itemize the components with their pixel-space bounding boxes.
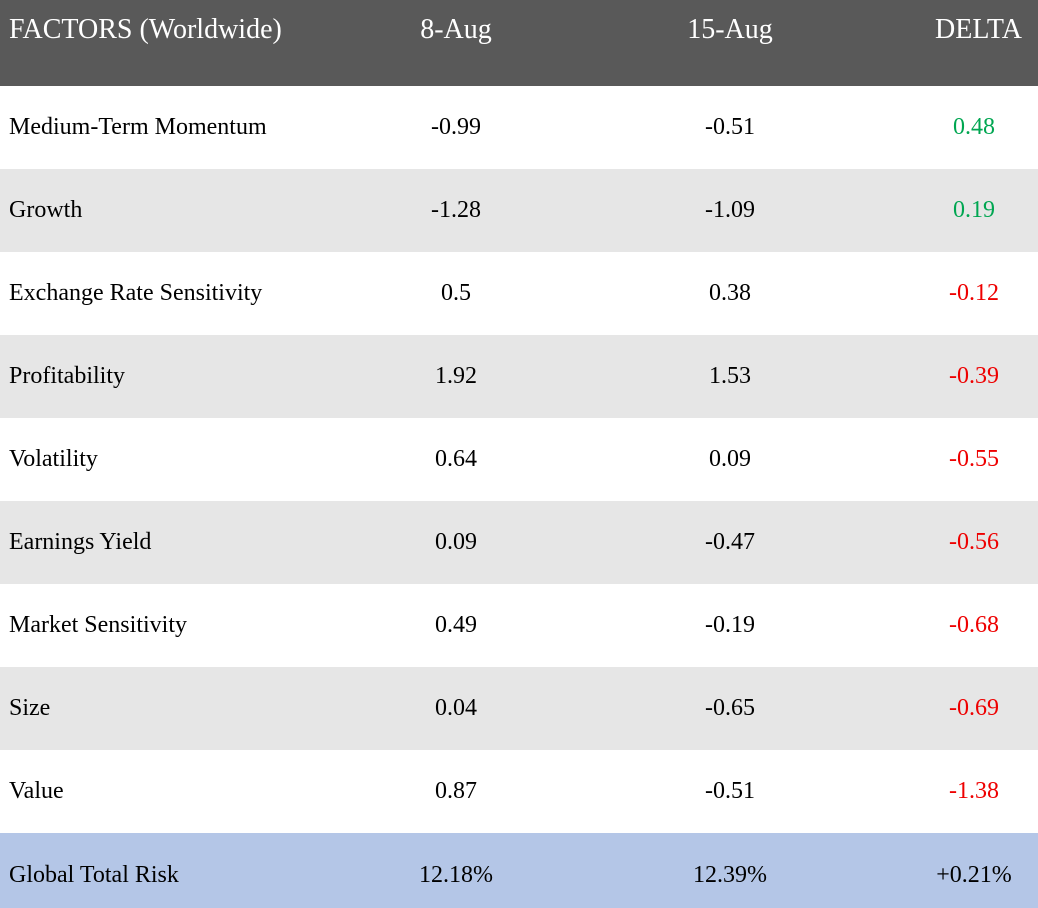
header-aug15: 15-Aug [687,14,773,45]
aug15-cell: -0.51 [705,114,755,140]
aug8-cell: 0.5 [441,280,471,306]
header-aug8: 8-Aug [420,14,492,45]
factor-cell: Medium-Term Momentum [9,114,267,140]
delta-cell: 0.48 [953,114,995,140]
total-label: Global Total Risk [9,862,179,888]
total-delta: +0.21% [936,862,1012,888]
delta-cell: -0.68 [949,612,999,638]
factor-cell: Market Sensitivity [9,612,187,638]
aug15-cell: 0.38 [709,280,751,306]
factor-cell: Growth [9,197,83,223]
factor-cell: Value [9,778,64,804]
delta-cell: -0.12 [949,280,999,306]
header-row: FACTORS (Worldwide) 8-Aug 15-Aug DELTA [0,0,1038,86]
aug15-cell: -0.47 [705,529,755,555]
table-row: Market Sensitivity 0.49 -0.19 -0.68 [0,584,1038,667]
table-row: Volatility 0.64 0.09 -0.55 [0,418,1038,501]
aug8-cell: 0.64 [435,446,477,472]
table-row: Medium-Term Momentum -0.99 -0.51 0.48 [0,86,1038,169]
aug15-cell: -0.65 [705,695,755,721]
total-aug8: 12.18% [419,862,493,888]
factor-cell: Volatility [9,446,98,472]
header-factors: FACTORS (Worldwide) [9,14,282,45]
factor-cell: Profitability [9,363,125,389]
delta-cell: -0.55 [949,446,999,472]
aug8-cell: 0.49 [435,612,477,638]
aug15-cell: -0.51 [705,778,755,804]
aug8-cell: -0.99 [431,114,481,140]
table-row: Earnings Yield 0.09 -0.47 -0.56 [0,501,1038,584]
table-row: Exchange Rate Sensitivity 0.5 0.38 -0.12 [0,252,1038,335]
delta-cell: -0.39 [949,363,999,389]
aug15-cell: 0.09 [709,446,751,472]
factor-cell: Exchange Rate Sensitivity [9,280,263,306]
factor-cell: Earnings Yield [9,529,152,555]
total-row: Global Total Risk 12.18% 12.39% +0.21% [0,833,1038,908]
aug15-cell: 1.53 [709,363,751,389]
aug15-cell: -1.09 [705,197,755,223]
aug8-cell: 0.09 [435,529,477,555]
table-row: Profitability 1.92 1.53 -0.39 [0,335,1038,418]
aug15-cell: -0.19 [705,612,755,638]
table-row: Value 0.87 -0.51 -1.38 [0,750,1038,833]
total-aug15: 12.39% [693,862,767,888]
factor-cell: Size [9,695,51,721]
aug8-cell: 0.87 [435,778,477,804]
aug8-cell: 0.04 [435,695,477,721]
aug8-cell: -1.28 [431,197,481,223]
delta-cell: -1.38 [949,778,999,804]
aug8-cell: 1.92 [435,363,477,389]
delta-cell: -0.56 [949,529,999,555]
table-row: Growth -1.28 -1.09 0.19 [0,169,1038,252]
header-delta: DELTA [935,14,1022,45]
delta-cell: -0.69 [949,695,999,721]
delta-cell: 0.19 [953,197,995,223]
table-row: Size 0.04 -0.65 -0.69 [0,667,1038,750]
